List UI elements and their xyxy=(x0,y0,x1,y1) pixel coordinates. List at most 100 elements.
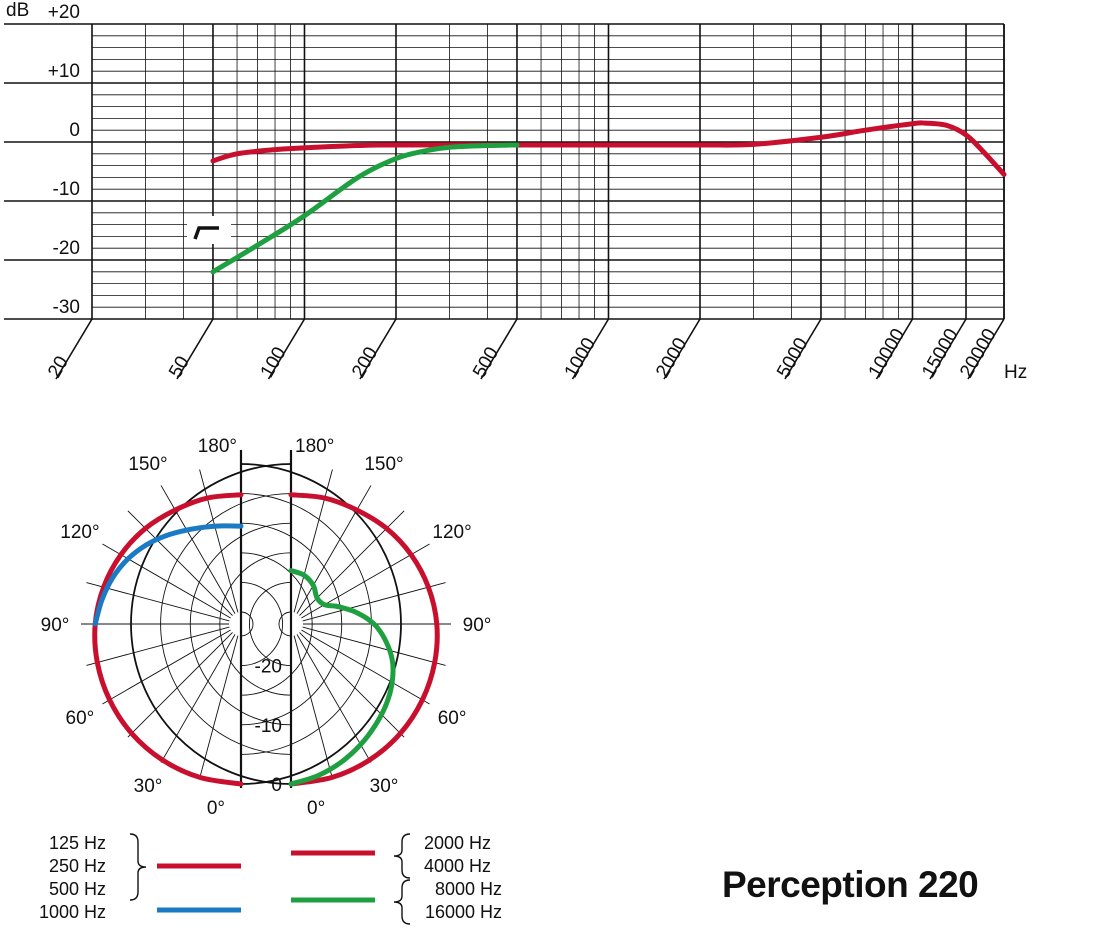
polar-spoke xyxy=(199,469,239,613)
polar-spoke xyxy=(293,635,333,779)
polar-angle-label: 120° xyxy=(60,522,99,543)
polar-spoke xyxy=(127,632,233,738)
x-tick-mark xyxy=(480,318,518,380)
x-tick-mark xyxy=(571,318,610,380)
polar-angle-label: 30° xyxy=(134,776,163,797)
x-tick-mark xyxy=(359,318,397,380)
y-tick-label: -30 xyxy=(53,297,80,318)
polar-angle-labels: 180° 150° 120° 90° 60° 30° 0° 180° 150° 120° 90° 60… xyxy=(41,436,492,819)
x-tick-mark xyxy=(967,318,1005,380)
product-name: Perception 220 xyxy=(722,864,979,905)
legend-brace xyxy=(129,833,147,901)
x-tick-mark xyxy=(176,318,214,380)
polar-angle-label: 150° xyxy=(364,454,403,475)
polar-spoke xyxy=(301,629,430,705)
x-tick-mark xyxy=(663,318,701,380)
polar-series xyxy=(92,492,440,787)
polar-ring xyxy=(249,581,292,667)
series-line-red xyxy=(210,120,1007,177)
polar-spoke xyxy=(160,485,236,614)
legend-item: 4000 Hz xyxy=(424,856,492,876)
x-tick-label: 10000 xyxy=(865,325,910,381)
polar-angle-label: 180° xyxy=(198,436,237,457)
x-tick-label: 1000 xyxy=(561,334,600,381)
y-tick-label: +10 xyxy=(48,61,80,82)
polar-spoke xyxy=(86,626,230,666)
polar-angle-label: 0° xyxy=(207,798,225,819)
polar-curve-right-green xyxy=(288,568,396,787)
polar-grid-left xyxy=(81,450,402,788)
polar-ring xyxy=(160,493,292,755)
x-tick-label: 15000 xyxy=(918,325,963,381)
legend-right-red: 2000 Hz 4000 Hz xyxy=(424,832,491,878)
polar-grid-right xyxy=(130,450,451,788)
polar-spoke xyxy=(199,635,239,779)
legend-item: 250 Hz xyxy=(48,856,106,876)
polar-angle-label: 60° xyxy=(66,708,95,729)
polar-angle-label: 30° xyxy=(370,776,399,797)
polar-ring xyxy=(278,611,292,637)
legend-left-blue: 1000 Hz xyxy=(20,901,106,924)
polar-pattern-chart: 180° 150° 120° 90° 60° 30° 0° 180° 150° 120° 90° 60… xyxy=(41,436,492,925)
polar-spoke xyxy=(102,543,231,619)
y-tick-label: -20 xyxy=(53,238,80,259)
polar-ring xyxy=(240,611,254,637)
polar-ring xyxy=(240,581,283,667)
legend-item: 2000 Hz xyxy=(424,833,492,853)
polar-spoke xyxy=(299,632,405,738)
series-line-green xyxy=(210,142,520,275)
legend-item: 500 Hz xyxy=(48,879,106,899)
polar-angle-label: 120° xyxy=(432,522,471,543)
polar-spoke xyxy=(296,634,372,763)
legend-brace xyxy=(393,879,411,925)
legend-brace xyxy=(393,833,411,879)
frequency-grid xyxy=(4,23,1005,320)
polar-angle-label: 180° xyxy=(295,436,334,457)
x-tick-label: 20000 xyxy=(956,325,1001,381)
polar-spoke xyxy=(302,582,446,622)
polar-spoke xyxy=(293,469,333,613)
polar-angle-label: 60° xyxy=(438,708,467,729)
polar-curve-left-red xyxy=(92,492,244,787)
polar-angle-label: 0° xyxy=(307,798,325,819)
x-tick-label: 5000 xyxy=(773,334,812,381)
frequency-response-chart: +20+100-10-20-30 20 50 100 200 500 1000 2000 50… xyxy=(4,0,1027,383)
polar-ring xyxy=(130,463,292,785)
polar-spoke xyxy=(296,485,372,614)
polar-ring xyxy=(189,522,292,726)
x-tick-mark xyxy=(267,318,306,380)
x-tick-mark xyxy=(929,318,967,380)
legend-item: 8000 Hz xyxy=(434,879,502,899)
y-axis-labels: +20 +10 0 -10 -20 -30 xyxy=(48,2,80,318)
legend-right-green: 8000 Hz 16000 Hz xyxy=(412,878,502,924)
polar-angle-label: 150° xyxy=(128,454,167,475)
polar-angle-label: 90° xyxy=(41,615,70,636)
polar-spoke xyxy=(86,582,230,622)
polar-spoke xyxy=(160,634,236,763)
polar-radial-label: -20 xyxy=(255,657,282,678)
polar-curve-right-red xyxy=(288,492,440,787)
x-unit-label: Hz xyxy=(1004,362,1027,383)
polar-curve-left-blue xyxy=(92,523,244,627)
y-unit-label: dB xyxy=(6,0,29,21)
y-tick-label: +20 xyxy=(48,2,80,23)
x-tick-mark xyxy=(875,318,914,380)
polar-spoke xyxy=(102,629,231,705)
polar-ring xyxy=(219,552,292,696)
polar-spoke xyxy=(302,626,446,666)
legend-item: 1000 Hz xyxy=(38,902,106,922)
legend-item: 16000 Hz xyxy=(424,902,502,922)
bass-cut-icon xyxy=(187,216,231,244)
y-tick-label: -10 xyxy=(53,179,80,200)
x-tick-mark xyxy=(784,318,822,380)
legend-item: 125 Hz xyxy=(48,833,106,853)
polar-radial-labels: -20 -10 0 xyxy=(255,657,282,796)
polar-legend-lines xyxy=(129,833,411,925)
polar-radial-label: -10 xyxy=(255,716,282,737)
polar-radial-label: 0 xyxy=(271,775,282,796)
x-tick-label: 2000 xyxy=(652,334,691,381)
y-tick-label: 0 xyxy=(69,120,80,141)
polar-angle-label: 90° xyxy=(463,615,492,636)
frequency-series xyxy=(210,120,1007,275)
